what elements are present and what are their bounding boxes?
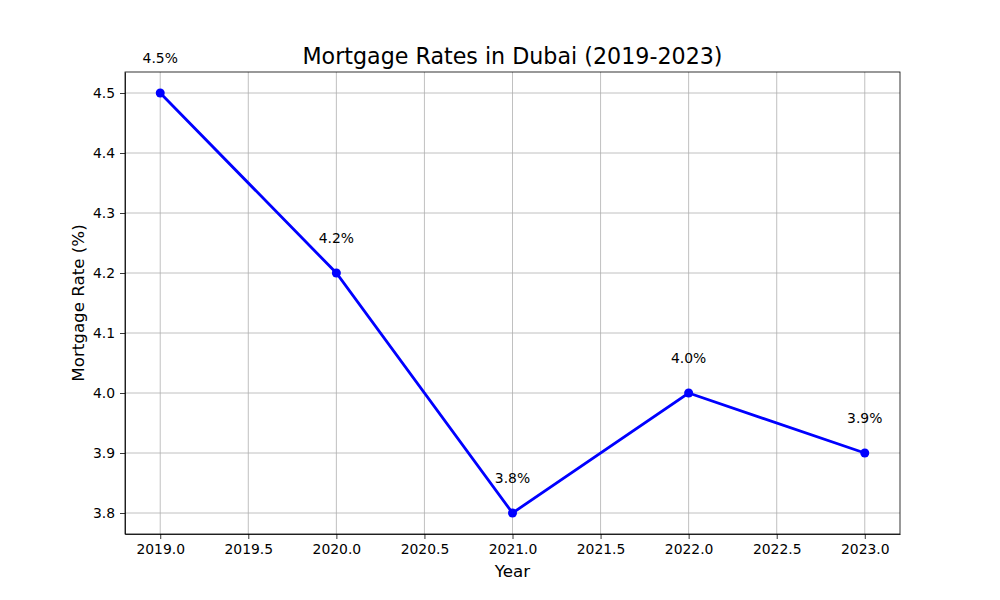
grid-line — [125, 393, 900, 394]
tick-mark — [601, 534, 602, 539]
tick-label: 4.2 — [93, 265, 115, 281]
data-label: 3.8% — [495, 470, 530, 486]
grid-line — [160, 72, 161, 534]
tick-mark — [865, 534, 866, 539]
chart: 2019.0 2019.5 2020.0 2020.5 2021.0 2021.5 2022… — [0, 0, 1000, 600]
tick-mark — [120, 453, 125, 454]
x-axis: 2019.0 2019.5 2020.0 2020.5 2021.0 2021.5 2022… — [126, 534, 901, 557]
tick-label: 4.5 — [93, 85, 115, 101]
tick: 3.8 — [93, 505, 125, 521]
grid-line — [125, 93, 900, 94]
tick-label: 2021.5 — [577, 541, 626, 557]
grid-line — [864, 72, 865, 534]
marker — [508, 509, 517, 518]
grid-line — [424, 72, 425, 534]
tick-mark — [777, 534, 778, 539]
grid-line — [125, 153, 900, 154]
plot-frame — [125, 72, 900, 534]
tick: 2022.0 — [665, 534, 714, 557]
tick-label: 3.9 — [93, 445, 115, 461]
tick-label: 2019.5 — [224, 541, 273, 557]
marker — [332, 269, 341, 278]
grid-line — [125, 213, 900, 214]
marker — [860, 449, 869, 458]
tick: 2020.5 — [401, 534, 450, 557]
tick: 4.0 — [93, 385, 125, 401]
tick: 2021.5 — [577, 534, 626, 557]
x-axis-title: Year — [494, 561, 530, 581]
grid-line — [125, 273, 900, 274]
grid-line — [688, 72, 689, 534]
tick: 2022.5 — [753, 534, 802, 557]
tick-label: 4.4 — [93, 145, 115, 161]
tick-mark — [336, 534, 337, 539]
grid-line — [776, 72, 777, 534]
series — [156, 89, 870, 518]
tick: 4.1 — [93, 325, 125, 341]
grid-line — [125, 453, 900, 454]
tick: 2020.0 — [313, 534, 362, 557]
grid-line — [336, 72, 337, 534]
data-label: 4.0% — [671, 350, 706, 366]
data-labels: 4.5% 4.2% 3.8% 4.0% 3.9% — [143, 50, 883, 486]
tick-label: 2020.0 — [313, 541, 362, 557]
tick-mark — [513, 534, 514, 539]
tick: 2019.0 — [136, 534, 185, 557]
tick: 2021.0 — [489, 534, 538, 557]
tick-label: 4.0 — [93, 385, 115, 401]
grid-line — [600, 72, 601, 534]
marker — [156, 89, 165, 98]
tick-label: 2020.5 — [401, 541, 450, 557]
tick-label: 2019.0 — [136, 541, 185, 557]
tick: 4.5 — [93, 85, 125, 101]
tick: 4.4 — [93, 145, 125, 161]
tick-mark — [689, 534, 690, 539]
tick: 2019.5 — [224, 534, 273, 557]
tick-label: 2022.5 — [753, 541, 802, 557]
grid — [125, 72, 900, 534]
tick-mark — [120, 213, 125, 214]
tick-label: 4.1 — [93, 325, 115, 341]
tick-mark — [120, 93, 125, 94]
marker — [684, 389, 693, 398]
title: Mortgage Rates in Dubai (2019-2023) — [302, 43, 722, 69]
tick: 4.2 — [93, 265, 125, 281]
tick: 4.3 — [93, 205, 125, 221]
grid-line — [125, 333, 900, 334]
grid-line — [248, 72, 249, 534]
tick-mark — [120, 333, 125, 334]
tick-mark — [120, 393, 125, 394]
tick-mark — [424, 534, 425, 539]
grid-line — [512, 72, 513, 534]
tick-mark — [120, 513, 125, 514]
data-label: 4.2% — [319, 230, 354, 246]
plot: 2019.0 2019.5 2020.0 2020.5 2021.0 2021.5 2022… — [93, 50, 901, 557]
y-axis-title: Mortgage Rate (%) — [68, 224, 88, 381]
tick-mark — [248, 534, 249, 539]
tick: 3.9 — [93, 445, 125, 461]
tick-label: 2022.0 — [665, 541, 714, 557]
tick-mark — [160, 534, 161, 539]
tick-label: 4.3 — [93, 205, 115, 221]
tick: 2023.0 — [841, 534, 890, 557]
line — [160, 93, 865, 513]
y-axis: 3.8 3.9 4.0 4.1 4.2 4.3 4.4 4.5 — [93, 73, 126, 535]
tick-label: 2023.0 — [841, 541, 890, 557]
tick-mark — [120, 153, 125, 154]
data-label: 4.5% — [143, 50, 178, 66]
tick-label: 3.8 — [93, 505, 115, 521]
data-label: 3.9% — [847, 410, 882, 426]
tick-label: 2021.0 — [489, 541, 538, 557]
tick-mark — [120, 273, 125, 274]
